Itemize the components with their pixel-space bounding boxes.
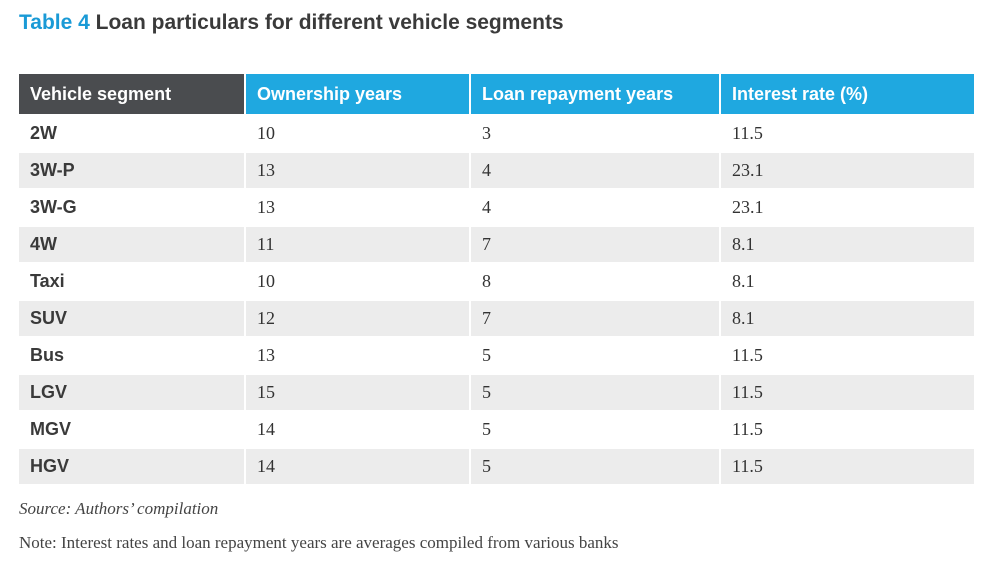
table-row: SUV 12 7 8.1 (19, 299, 974, 337)
cell-loan-repayment-years: 4 (470, 151, 721, 189)
cell-segment: 4W (19, 225, 246, 263)
table-row: LGV 15 5 11.5 (19, 373, 974, 411)
cell-segment: Bus (19, 336, 246, 374)
cell-segment: MGV (19, 410, 246, 448)
cell-loan-repayment-years: 8 (470, 262, 721, 300)
cell-interest-rate: 11.5 (720, 373, 974, 411)
cell-ownership-years: 15 (245, 373, 471, 411)
cell-ownership-years: 12 (245, 299, 471, 337)
cell-segment: HGV (19, 447, 246, 484)
loan-particulars-table: Vehicle segment Ownership years Loan rep… (19, 74, 974, 484)
cell-interest-rate: 11.5 (720, 447, 974, 484)
cell-ownership-years: 13 (245, 336, 471, 374)
table-row: 3W-G 13 4 23.1 (19, 188, 974, 226)
table-row: 4W 11 7 8.1 (19, 225, 974, 263)
cell-segment: 3W-G (19, 188, 246, 226)
cell-loan-repayment-years: 5 (470, 447, 721, 484)
cell-interest-rate: 11.5 (720, 336, 974, 374)
table-row: MGV 14 5 11.5 (19, 410, 974, 448)
cell-interest-rate: 8.1 (720, 262, 974, 300)
cell-segment: 2W (19, 114, 246, 152)
cell-ownership-years: 14 (245, 410, 471, 448)
cell-interest-rate: 23.1 (720, 188, 974, 226)
table-row: 3W-P 13 4 23.1 (19, 151, 974, 189)
source-caption: Source: Authors’ compilation (19, 499, 219, 518)
cell-interest-rate: 11.5 (720, 410, 974, 448)
cell-ownership-years: 13 (245, 188, 471, 226)
cell-loan-repayment-years: 5 (470, 410, 721, 448)
table-row: Taxi 10 8 8.1 (19, 262, 974, 300)
cell-ownership-years: 11 (245, 225, 471, 263)
cell-segment: Taxi (19, 262, 246, 300)
cell-loan-repayment-years: 3 (470, 114, 721, 152)
cell-ownership-years: 10 (245, 262, 471, 300)
cell-ownership-years: 13 (245, 151, 471, 189)
table-row: Bus 13 5 11.5 (19, 336, 974, 374)
header-vehicle-segment: Vehicle segment (19, 74, 246, 115)
cell-loan-repayment-years: 5 (470, 373, 721, 411)
table-title-text: Loan particulars for different vehicle s… (95, 11, 564, 34)
cell-interest-rate: 8.1 (720, 299, 974, 337)
header-ownership-years: Ownership years (245, 74, 471, 115)
table-row: 2W 10 3 11.5 (19, 114, 974, 152)
table-header-row: Vehicle segment Ownership years Loan rep… (19, 74, 974, 115)
cell-ownership-years: 14 (245, 447, 471, 484)
cell-segment: LGV (19, 373, 246, 411)
header-interest-rate: Interest rate (%) (720, 74, 974, 115)
table-row: HGV 14 5 11.5 (19, 447, 974, 484)
cell-loan-repayment-years: 5 (470, 336, 721, 374)
header-loan-repayment-years: Loan repayment years (470, 74, 721, 115)
cell-interest-rate: 23.1 (720, 151, 974, 189)
cell-segment: 3W-P (19, 151, 246, 189)
note-caption: Note: Interest rates and loan repayment … (19, 533, 619, 552)
cell-ownership-years: 10 (245, 114, 471, 152)
cell-interest-rate: 11.5 (720, 114, 974, 152)
cell-loan-repayment-years: 4 (470, 188, 721, 226)
cell-loan-repayment-years: 7 (470, 225, 721, 263)
cell-segment: SUV (19, 299, 246, 337)
cell-loan-repayment-years: 7 (470, 299, 721, 337)
table-title: Table 4 Loan particulars for different v… (19, 11, 564, 35)
table-number-label: Table 4 (19, 11, 90, 34)
cell-interest-rate: 8.1 (720, 225, 974, 263)
